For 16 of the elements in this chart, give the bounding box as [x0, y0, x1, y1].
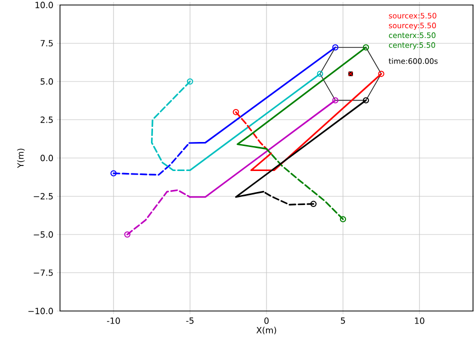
- x-tick-label: -10: [107, 318, 120, 324]
- y-tick-label: 0.0: [40, 154, 53, 162]
- y-tick-label: −10.0: [28, 308, 53, 314]
- y-tick-label: 2.5: [40, 116, 53, 123]
- y-tick-label: −5.0: [34, 231, 53, 238]
- y-tick-label: 5.0: [40, 78, 53, 85]
- y-tick-label: 7.5: [40, 40, 53, 46]
- x-tick-label: 5: [340, 318, 345, 324]
- x-tick-label: 0: [264, 318, 269, 324]
- y-tick-label: −7.5: [34, 270, 53, 276]
- y-tick-label: −2.5: [34, 193, 53, 200]
- x-tick-label: 10: [415, 318, 424, 324]
- y-axis-title: Y(m): [17, 148, 25, 168]
- y-tick-label: 10.0: [36, 2, 53, 8]
- x-axis-title: X(m): [256, 326, 276, 334]
- x-tick-label: -5: [186, 318, 194, 324]
